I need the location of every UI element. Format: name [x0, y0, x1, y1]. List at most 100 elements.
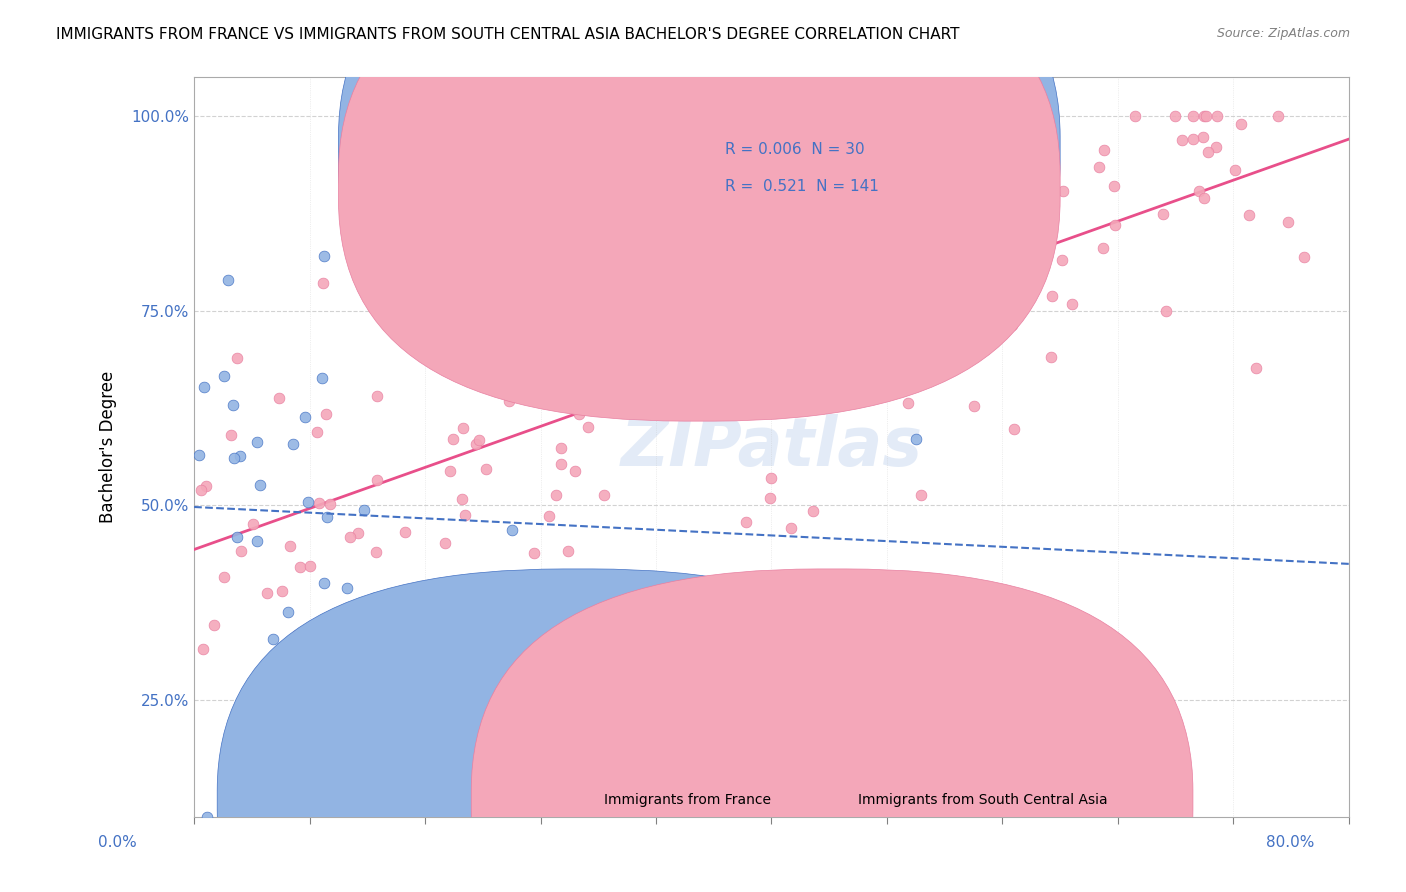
Point	[931, 213, 953, 227]
Point	[900, 337, 922, 351]
Point	[534, 342, 557, 356]
Point	[262, 632, 284, 646]
Point	[278, 540, 301, 554]
Point	[217, 771, 239, 785]
FancyBboxPatch shape	[471, 569, 1192, 892]
Point	[214, 368, 236, 383]
Point	[593, 488, 616, 502]
Point	[1001, 318, 1024, 333]
Point	[735, 515, 758, 529]
Point	[550, 457, 572, 471]
Point	[1195, 109, 1218, 123]
Point	[808, 323, 831, 337]
Point	[222, 398, 245, 412]
Point	[366, 389, 388, 403]
Point	[281, 437, 304, 451]
Point	[193, 380, 215, 394]
Point	[285, 628, 308, 642]
Point	[246, 435, 269, 450]
Point	[510, 333, 533, 347]
Point	[454, 508, 477, 523]
Point	[319, 624, 342, 639]
Point	[548, 385, 571, 400]
Point	[1277, 214, 1299, 228]
Point	[392, 650, 415, 665]
Point	[1205, 140, 1227, 154]
Point	[815, 242, 838, 256]
Point	[780, 521, 803, 535]
Point	[456, 329, 478, 343]
Point	[740, 370, 762, 384]
Text: R =  0.521  N = 141: R = 0.521 N = 141	[725, 178, 879, 194]
Point	[1230, 117, 1253, 131]
Point	[962, 399, 984, 413]
Point	[1092, 241, 1115, 255]
Point	[541, 287, 564, 301]
Point	[756, 400, 779, 414]
Point	[1205, 109, 1227, 123]
Point	[226, 351, 249, 366]
Point	[772, 359, 794, 373]
Point	[1244, 360, 1267, 375]
Text: 80.0%: 80.0%	[1267, 836, 1315, 850]
Point	[436, 347, 458, 361]
Point	[1225, 162, 1247, 177]
Text: Immigrants from France: Immigrants from France	[605, 793, 770, 807]
Point	[187, 448, 209, 462]
Point	[347, 525, 370, 540]
Point	[474, 462, 496, 476]
Point	[1052, 185, 1074, 199]
Point	[312, 249, 335, 263]
Point	[1154, 304, 1177, 318]
Point	[439, 464, 461, 478]
Point	[1171, 133, 1194, 147]
Point	[505, 210, 527, 224]
Point	[565, 372, 588, 386]
Point	[907, 361, 929, 376]
Point	[1092, 144, 1115, 158]
Point	[336, 581, 359, 595]
Point	[219, 427, 242, 442]
Point	[190, 483, 212, 498]
Point	[381, 595, 404, 609]
Point	[1033, 109, 1056, 123]
Point	[1194, 109, 1216, 123]
Text: IMMIGRANTS FROM FRANCE VS IMMIGRANTS FROM SOUTH CENTRAL ASIA BACHELOR'S DEGREE C: IMMIGRANTS FROM FRANCE VS IMMIGRANTS FRO…	[56, 27, 960, 42]
Point	[1123, 109, 1146, 123]
Point	[441, 432, 464, 446]
Point	[1194, 191, 1216, 205]
Point	[801, 504, 824, 518]
Point	[1062, 296, 1084, 310]
Point	[1052, 252, 1074, 267]
Point	[901, 254, 924, 268]
Point	[195, 809, 218, 823]
Point	[576, 420, 599, 434]
Point	[564, 464, 586, 478]
Y-axis label: Bachelor's Degree: Bachelor's Degree	[100, 371, 117, 523]
FancyBboxPatch shape	[662, 114, 973, 218]
Point	[557, 544, 579, 558]
Point	[194, 479, 217, 493]
Point	[1182, 109, 1205, 123]
Point	[457, 293, 479, 308]
Point	[229, 449, 252, 463]
Point	[941, 324, 963, 338]
Point	[974, 274, 997, 288]
Point	[202, 617, 225, 632]
Point	[1002, 422, 1025, 436]
Point	[1192, 129, 1215, 144]
Text: ZIPatlas: ZIPatlas	[620, 414, 922, 480]
Text: Immigrants from South Central Asia: Immigrants from South Central Asia	[858, 793, 1108, 807]
Point	[297, 495, 319, 509]
Point	[267, 392, 290, 406]
Point	[588, 367, 610, 381]
Point	[896, 188, 918, 202]
Point	[363, 591, 385, 606]
Point	[550, 441, 572, 455]
Point	[370, 731, 392, 746]
Point	[870, 187, 893, 202]
Point	[619, 272, 641, 286]
Point	[1292, 251, 1315, 265]
Point	[277, 605, 299, 619]
Point	[339, 530, 361, 544]
